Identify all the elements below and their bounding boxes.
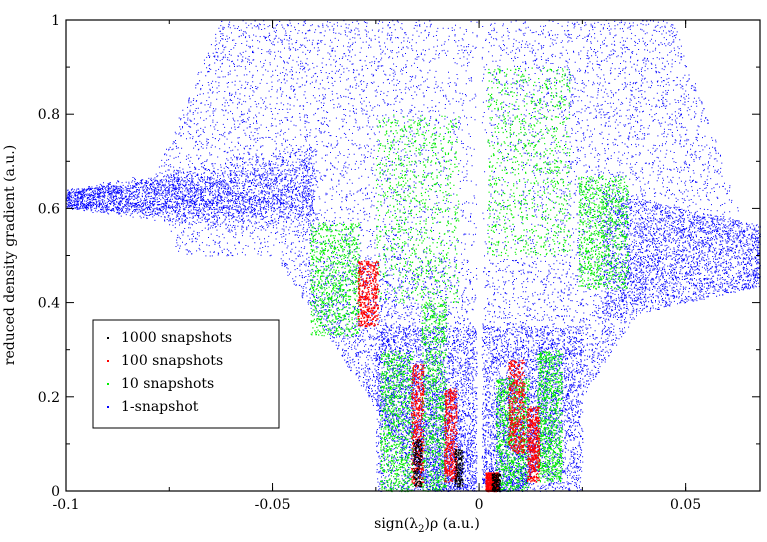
legend-box (92, 319, 280, 429)
y-tick-label: 1 (51, 13, 60, 29)
y-tick-label: 0.4 (38, 296, 60, 312)
y-axis-label: reduced density gradient (a.u.) (2, 145, 18, 365)
x-axis-ticks: -0.1 -0.05 0 0.05 (53, 20, 701, 513)
y-tick-label: 0.8 (38, 107, 60, 123)
series-points-10-snapshots (309, 67, 629, 493)
legend-label: 1-snapshot (121, 399, 199, 415)
x-tick-label: -0.1 (53, 497, 80, 513)
series-points-100-snapshots (357, 260, 541, 493)
legend-marker (107, 337, 109, 339)
y-tick-label: 0 (51, 484, 60, 500)
x-tick-label: -0.05 (255, 497, 291, 513)
x-axis-label: sign(λ2)ρ (a.u.) (374, 516, 480, 535)
legend-marker (107, 406, 109, 408)
x-axis-label-subscript: 2 (418, 524, 424, 535)
y-axis-ticks: 0 0.2 0.4 0.6 0.8 1 (38, 13, 760, 500)
legend-marker (107, 383, 109, 385)
legend: 1000 snapshots 100 snapshots 10 snapshots 1… (92, 319, 280, 429)
legend-marker (107, 360, 109, 362)
y-tick-label: 0.2 (38, 390, 60, 406)
legend-label: 100 snapshots (121, 353, 223, 369)
series-points-1-snapshot (66, 20, 761, 492)
x-tick-label: 0 (475, 497, 484, 513)
legend-label: 1000 snapshots (121, 330, 232, 346)
legend-label: 10 snapshots (121, 376, 214, 392)
series-points-1000-snapshots (413, 439, 501, 493)
scatter-points (66, 20, 761, 493)
y-tick-label: 0.6 (38, 201, 60, 217)
x-tick-label: 0.05 (670, 497, 701, 513)
